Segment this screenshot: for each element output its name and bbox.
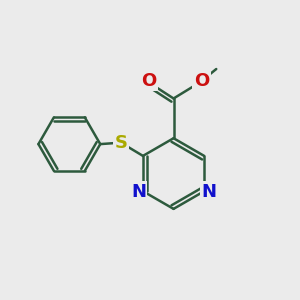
- Text: S: S: [114, 134, 128, 152]
- Text: O: O: [194, 72, 209, 90]
- Text: N: N: [131, 183, 146, 201]
- Text: N: N: [201, 183, 216, 201]
- Text: O: O: [141, 72, 156, 90]
